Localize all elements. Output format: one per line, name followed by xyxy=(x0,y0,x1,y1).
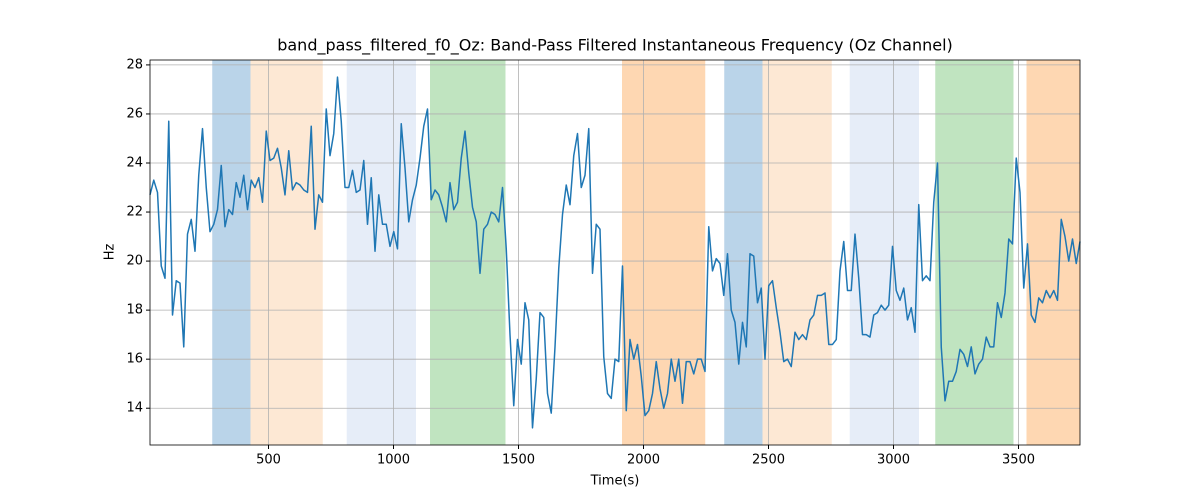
shaded-span xyxy=(724,60,763,445)
shaded-span xyxy=(212,60,251,445)
x-tick-label: 1000 xyxy=(377,453,410,468)
x-tick-label: 3500 xyxy=(1002,453,1035,468)
y-tick-label: 14 xyxy=(126,401,143,416)
y-tick-label: 26 xyxy=(126,106,143,121)
y-tick-label: 16 xyxy=(126,352,143,367)
y-axis-label: Hz xyxy=(103,244,118,261)
y-tick-label: 22 xyxy=(126,205,143,220)
y-tick-label: 28 xyxy=(126,57,143,72)
shaded-span xyxy=(430,60,506,445)
shaded-span xyxy=(346,60,416,445)
x-tick-label: 3000 xyxy=(877,453,910,468)
x-tick-label: 2000 xyxy=(627,453,660,468)
x-tick-label: 500 xyxy=(256,453,281,468)
chart-title: band_pass_filtered_f0_Oz: Band-Pass Filt… xyxy=(277,36,953,56)
shaded-span xyxy=(849,60,919,445)
shaded-span xyxy=(622,60,706,445)
y-tick-label: 20 xyxy=(126,254,143,269)
shaded-span xyxy=(762,60,832,445)
plot-frame xyxy=(149,59,1081,446)
data-line xyxy=(149,76,1081,429)
shaded-span xyxy=(250,60,323,445)
x-axis-label: Time(s) xyxy=(590,474,640,489)
shaded-span xyxy=(1026,60,1080,445)
x-tick-label: 1500 xyxy=(502,453,535,468)
x-tick-label: 2500 xyxy=(752,453,785,468)
y-tick-label: 18 xyxy=(126,303,143,318)
y-tick-label: 24 xyxy=(126,155,143,170)
